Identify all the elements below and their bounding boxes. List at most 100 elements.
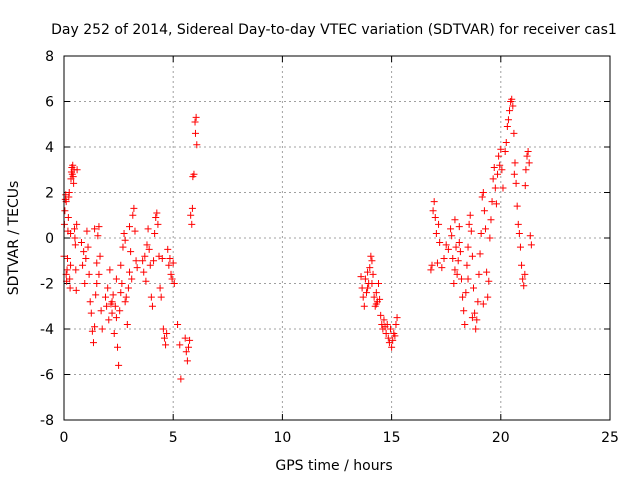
data-point	[496, 161, 504, 169]
data-point	[364, 284, 372, 292]
data-point	[487, 216, 495, 224]
y-tick-label: 4	[45, 140, 54, 156]
x-tick-label: 10	[273, 430, 291, 446]
data-point	[121, 298, 129, 306]
data-point	[488, 198, 496, 206]
data-point	[478, 193, 486, 201]
data-point	[63, 254, 71, 262]
data-point	[103, 302, 111, 310]
data-point	[463, 261, 471, 269]
data-point	[460, 307, 468, 315]
data-point	[384, 334, 392, 342]
data-point	[464, 243, 472, 251]
grid-lines	[64, 56, 610, 420]
data-point	[465, 220, 473, 228]
data-point	[376, 295, 384, 303]
data-point	[181, 334, 189, 342]
data-point	[66, 284, 74, 292]
data-point	[104, 284, 112, 292]
data-point	[72, 266, 80, 274]
data-point	[71, 241, 79, 249]
data-point	[154, 220, 162, 228]
data-point	[498, 166, 506, 174]
data-point	[452, 243, 460, 251]
data-point	[84, 243, 92, 251]
data-point	[526, 232, 534, 240]
data-point	[92, 291, 100, 299]
data-point	[454, 257, 462, 265]
data-point	[448, 232, 456, 240]
data-point	[96, 252, 104, 260]
data-point	[64, 214, 72, 222]
data-point	[116, 307, 124, 315]
data-point	[186, 336, 194, 344]
data-point	[123, 320, 131, 328]
data-point	[140, 268, 148, 276]
data-point	[168, 275, 176, 283]
y-tick-label: 2	[45, 186, 54, 202]
data-point	[479, 300, 487, 308]
data-point	[482, 225, 490, 233]
data-point	[63, 266, 71, 274]
data-point	[522, 166, 530, 174]
data-point	[473, 316, 481, 324]
data-point	[111, 302, 119, 310]
data-point	[450, 280, 458, 287]
x-tick-label: 15	[383, 430, 401, 446]
data-point	[506, 107, 514, 115]
data-point	[518, 261, 526, 269]
plot-frame	[63, 55, 611, 421]
data-point	[119, 243, 127, 251]
data-point	[509, 102, 517, 110]
data-point	[359, 293, 367, 301]
data-point	[472, 325, 480, 333]
data-point	[163, 330, 171, 338]
data-point	[370, 293, 378, 301]
data-point	[73, 220, 81, 228]
data-point	[455, 239, 463, 247]
data-point	[158, 254, 166, 262]
data-point	[453, 270, 461, 278]
data-point	[93, 280, 101, 287]
data-points	[60, 95, 535, 383]
y-tick-label: 6	[45, 95, 54, 111]
data-point	[468, 314, 476, 322]
data-point	[433, 259, 441, 267]
data-point	[360, 302, 368, 310]
data-point	[362, 289, 370, 297]
data-point	[114, 343, 122, 351]
data-point	[357, 273, 365, 281]
data-point	[70, 179, 78, 187]
data-point	[430, 198, 438, 206]
data-point	[105, 316, 113, 324]
data-point	[79, 261, 87, 269]
data-point	[77, 239, 85, 247]
data-point	[86, 298, 94, 306]
data-point	[521, 182, 529, 190]
data-point	[504, 116, 512, 124]
data-point	[97, 307, 105, 315]
data-point	[126, 223, 134, 231]
y-tick-label: 0	[45, 231, 54, 247]
y-tick-label: -8	[40, 413, 54, 429]
data-point	[121, 236, 129, 244]
data-point	[475, 270, 483, 278]
data-point	[190, 170, 198, 178]
data-point	[132, 257, 140, 265]
data-point	[61, 207, 69, 215]
data-point	[479, 189, 487, 196]
data-point	[188, 220, 196, 228]
data-point	[367, 252, 375, 260]
data-point	[477, 229, 485, 237]
data-point	[184, 343, 192, 351]
data-point	[429, 207, 437, 215]
data-point	[192, 113, 200, 121]
data-point	[188, 204, 196, 212]
data-point	[377, 311, 385, 319]
data-point	[112, 314, 120, 322]
data-point	[108, 309, 116, 317]
data-point	[523, 152, 531, 160]
data-point	[468, 252, 476, 260]
data-point	[476, 250, 484, 258]
data-point	[364, 268, 372, 276]
